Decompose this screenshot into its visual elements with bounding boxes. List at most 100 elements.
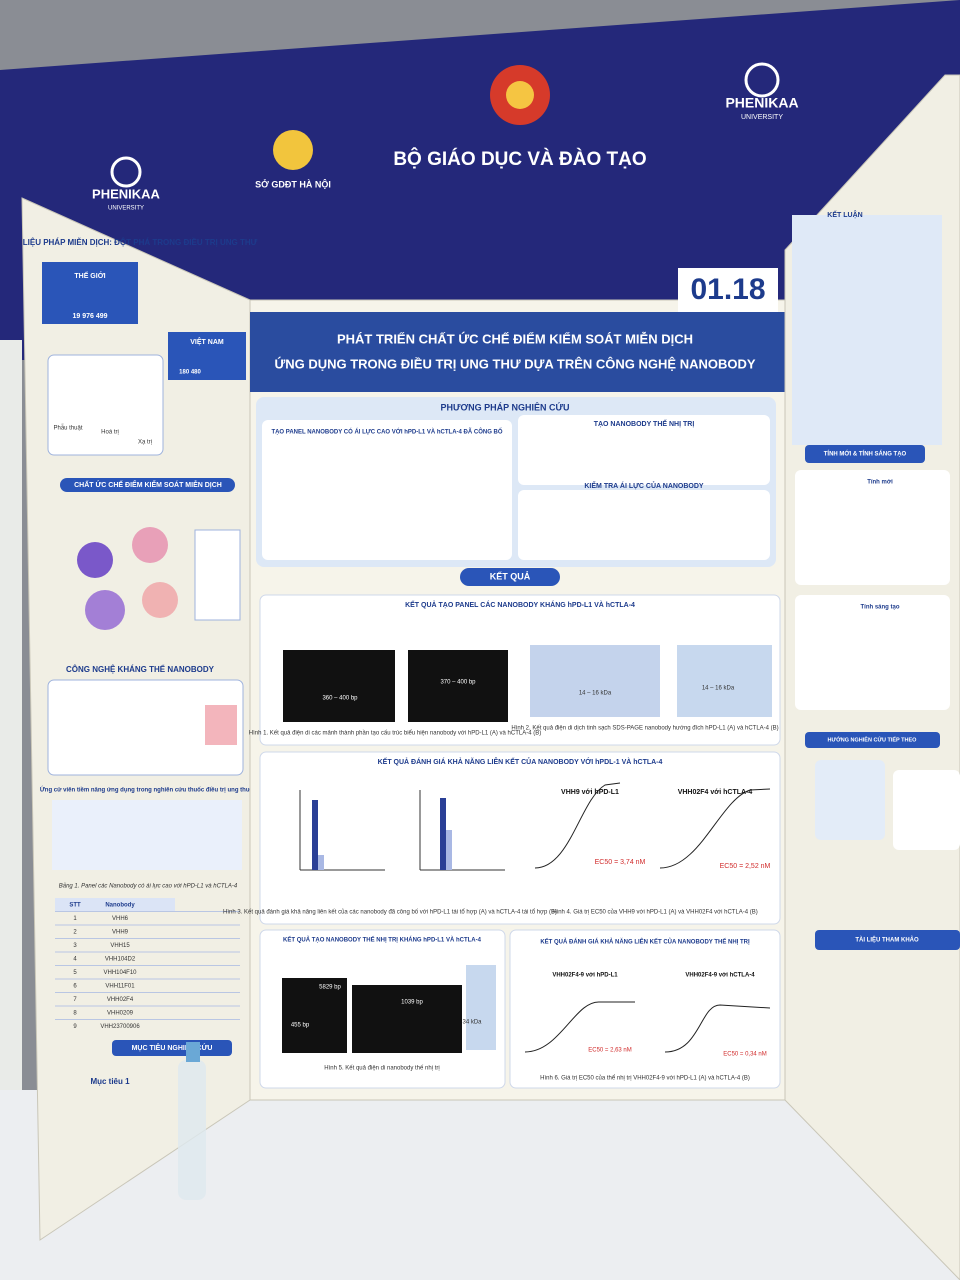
table-cell: VHH6: [112, 916, 129, 922]
caption: Hình 6. Giá trị EC50 của thể nhị trị VHH…: [540, 1075, 750, 1082]
treatment: Hoá trị: [101, 430, 119, 436]
heading: HƯỚNG NGHIÊN CỨU TIẾP THEO: [828, 735, 918, 743]
department-logo: [273, 130, 313, 170]
table-cell: 3: [73, 943, 77, 949]
university-logo: [110, 156, 142, 188]
university: PHENIKAA: [725, 95, 798, 111]
heading: LIỆU PHÁP MIỄN DỊCH: ĐỘT PHÁ TRONG ĐIỀU …: [23, 237, 258, 247]
bottle-cap: [186, 1042, 200, 1062]
method-title: KIỂM TRA ÁI LỰC CỦA NANOBODY: [584, 481, 704, 490]
curve-figure: [664, 1004, 771, 1053]
nanobody-box: [47, 679, 244, 776]
gel-image: [530, 645, 660, 717]
side-booth: [0, 340, 22, 1090]
method-box: [262, 420, 512, 560]
university: PHENIKAA: [92, 186, 161, 201]
stat-box: [42, 262, 138, 324]
university-sub: UNIVERSITY: [108, 206, 144, 212]
curve-title: VHH02F4-9 với hCTLA-4: [685, 973, 755, 979]
heading: Tính mới: [867, 480, 893, 486]
stat-label: VIỆT NAM: [190, 337, 224, 346]
table-body: STT Nanobody 1 VHH6 2 VHH9 3 VHH15 4 VHH104D2 5 VHH…: [55, 898, 240, 1030]
heading: Tính sáng tạo: [861, 605, 900, 611]
table-cell: VHH15: [110, 943, 130, 949]
section-heading: KẾT QUẢ: [490, 570, 531, 581]
table-cell: VHH11F01: [105, 983, 135, 989]
treatment-box: [47, 354, 164, 456]
table-cell: VHH104D2: [105, 956, 136, 962]
heading-pill: [460, 568, 560, 586]
panel-title: KẾT QUẢ ĐÁNH GIÁ KHẢ NĂNG LIÊN KẾT CỦA N…: [540, 938, 750, 946]
cell: [132, 527, 168, 563]
t-cell: [77, 542, 113, 578]
method-box: [518, 415, 770, 485]
stat-label: THẾ GIỚI: [74, 270, 105, 280]
gel-image: [283, 650, 395, 722]
band-label: 455 bp: [291, 1023, 310, 1029]
table-cell: VHH104F10: [103, 970, 137, 976]
ec50: EC50 = 0,34 nM: [723, 1052, 767, 1058]
method-title: TẠO PANEL NANOBODY CÓ ÁI LỰC CAO VỚI hPD…: [271, 428, 502, 436]
table-cell: 7: [73, 997, 77, 1003]
heading-pill: [805, 732, 940, 748]
table-cell: 2: [73, 929, 77, 935]
table-cell: 8: [73, 1010, 77, 1016]
curve-title: VHH02F4 với hCTLA-4: [678, 789, 753, 796]
heading: TÍNH MỚI & TÍNH SÁNG TẠO: [824, 450, 907, 458]
table-header-row: [55, 898, 175, 912]
heading-pill: [815, 930, 960, 950]
ec50: EC50 = 2,52 nM: [720, 863, 771, 870]
band-label: 34 kDa: [462, 1020, 482, 1026]
table-cell: 5: [73, 970, 77, 976]
gel-image: [408, 650, 508, 722]
treatment: Xạ trị: [138, 440, 152, 446]
cell: [85, 590, 125, 630]
department: SỞ GDĐT HÀ NỘI: [255, 178, 331, 189]
curve-figure: [659, 788, 771, 869]
poster-number: 01.18: [690, 273, 765, 306]
result-panel: [509, 929, 781, 1089]
heading: CHẤT ỨC CHẾ ĐIỂM KIỂM SOÁT MIỄN DỊCH: [74, 479, 222, 489]
curve-title: VHH02F4-9 với hPD-L1: [552, 973, 618, 979]
stat-value: 19 976 499: [72, 313, 107, 320]
curve-figure: [524, 1001, 635, 1053]
heading: CÔNG NGHỆ KHÁNG THỂ NANOBODY: [66, 665, 215, 674]
number-box: [678, 268, 778, 312]
band-label: 14 – 16 kDa: [702, 686, 735, 692]
novelty-box: [795, 470, 950, 585]
table-header: STT: [69, 902, 81, 908]
candidate-box: [52, 800, 242, 870]
stat-value: 180 480: [179, 370, 201, 376]
caption: Hình 2. Kết quả điện di dịch tinh sạch S…: [511, 726, 778, 732]
table-cell: VHH23700906: [100, 1024, 140, 1030]
table-cell: 4: [73, 956, 77, 962]
curve-figure: [534, 782, 621, 869]
table-cell: VHH0209: [107, 1010, 134, 1016]
ec50: EC50 = 2,63 nM: [588, 1048, 632, 1054]
emblem-star: [506, 81, 534, 109]
panel-title: KẾT QUẢ ĐÁNH GIÁ KHẢ NĂNG LIÊN KẾT CỦA N…: [378, 756, 663, 766]
table-caption: Bảng 1. Panel các Nanobody có ái lực cao…: [59, 883, 238, 890]
curve-title: VHH9 với hPD-L1: [561, 789, 619, 796]
gel-image: [282, 978, 347, 1053]
water-bottle: [178, 1060, 206, 1200]
gel-image: [466, 965, 496, 1050]
ec50: EC50 = 3,74 nM: [595, 859, 646, 866]
future-figure: [893, 770, 960, 850]
heading: Ứng cử viên tiềm năng ứng dụng trong ngh…: [40, 787, 251, 794]
future-figure: [815, 760, 885, 840]
table-cell: 1: [73, 916, 77, 922]
university-sub: UNIVERSITY: [741, 114, 783, 121]
section-heading: PHƯƠNG PHÁP NGHIÊN CỨU: [441, 401, 570, 412]
caption: Hình 3. Kết quả đánh giá khả năng liên k…: [223, 909, 557, 916]
title: ỨNG DỤNG TRONG ĐIỀU TRỊ UNG THƯ DỰA TRÊN…: [274, 356, 755, 371]
panel-title: KẾT QUẢ TẠO PANEL CÁC NANOBODY KHÁNG hPD…: [405, 599, 635, 609]
heading: KẾT LUẬN: [827, 209, 862, 219]
panel-title: KẾT QUẢ TẠO NANOBODY THẾ NHỊ TRỊ KHÁNG h…: [283, 937, 482, 944]
method-title: TẠO NANOBODY THẾ NHỊ TRỊ: [594, 418, 695, 428]
heading-pill: [112, 1040, 232, 1056]
heading-pill: [805, 445, 925, 463]
heading-pill: [60, 478, 235, 492]
title: PHÁT TRIỂN CHẤT ỨC CHẾ ĐIỂM KIỂM SOÁT MI…: [337, 331, 693, 346]
